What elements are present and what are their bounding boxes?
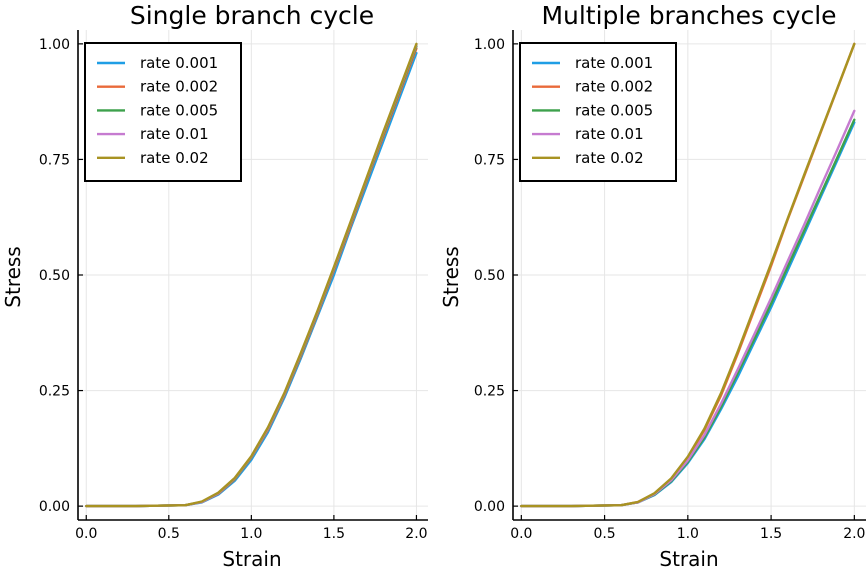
x-tick-label: 1.5 bbox=[323, 526, 345, 542]
x-tick-label: 0.5 bbox=[593, 526, 615, 542]
panel-multiple-branches: Multiple branches cycle Strain Stress 0.… bbox=[439, 1, 866, 571]
x-tick-label: 1.0 bbox=[240, 526, 262, 542]
x-tick-label: 0.5 bbox=[158, 526, 180, 542]
legend-label: rate 0.001 bbox=[140, 54, 218, 72]
y-tick-label: 0.00 bbox=[474, 499, 505, 515]
x-tick-label: 1.0 bbox=[677, 526, 699, 542]
y-tick-label: 0.25 bbox=[474, 384, 505, 400]
chart-title: Multiple branches cycle bbox=[541, 1, 836, 30]
legend-label: rate 0.01 bbox=[575, 125, 644, 143]
y-tick-label: 0.25 bbox=[39, 384, 70, 400]
panel-single-branch: Single branch cycle Strain Stress 0.0 0.5… bbox=[1, 1, 428, 571]
y-tick-label: 1.00 bbox=[39, 37, 70, 53]
x-axis-label: Strain bbox=[659, 547, 718, 571]
y-tick-label: 0.50 bbox=[39, 268, 70, 284]
legend-label: rate 0.005 bbox=[575, 101, 653, 119]
legend-label: rate 0.002 bbox=[140, 78, 218, 96]
y-tick-label: 0.00 bbox=[39, 499, 70, 515]
axes: 0.0 0.5 1.0 1.5 2.0 0.00 0.25 0.50 0.75 1.00 bbox=[39, 30, 428, 542]
legend: rate 0.001 rate 0.002 rate 0.005 rate 0.01 r… bbox=[519, 42, 677, 182]
x-tick-label: 2.0 bbox=[405, 526, 427, 542]
legend-label: rate 0.01 bbox=[140, 125, 209, 143]
x-axis-label: Strain bbox=[222, 547, 281, 571]
y-tick-label: 1.00 bbox=[474, 37, 505, 53]
legend-label: rate 0.02 bbox=[575, 149, 644, 167]
y-tick-label: 0.50 bbox=[474, 268, 505, 284]
legend-label: rate 0.001 bbox=[575, 54, 653, 72]
chart-title: Single branch cycle bbox=[130, 1, 374, 30]
y-axis-label: Stress bbox=[1, 246, 25, 307]
legend: rate 0.001 rate 0.002 rate 0.005 rate 0.01 r… bbox=[84, 42, 242, 182]
series-group bbox=[85, 42, 418, 508]
legend-label: rate 0.002 bbox=[575, 78, 653, 96]
series-group bbox=[520, 42, 856, 508]
legend-label: rate 0.02 bbox=[140, 149, 209, 167]
x-tick-label: 1.5 bbox=[760, 526, 782, 542]
series-line-4 bbox=[520, 42, 856, 508]
x-tick-label: 0.0 bbox=[510, 526, 532, 542]
y-axis-label: Stress bbox=[439, 246, 463, 307]
legend-label: rate 0.005 bbox=[140, 101, 218, 119]
y-tick-label: 0.75 bbox=[39, 152, 70, 168]
series-line-4 bbox=[85, 42, 418, 508]
x-tick-label: 0.0 bbox=[75, 526, 97, 542]
y-tick-label: 0.75 bbox=[474, 152, 505, 168]
x-tick-label: 2.0 bbox=[843, 526, 865, 542]
axes: 0.0 0.5 1.0 1.5 2.0 0.00 0.25 0.50 0.75 1.00 bbox=[474, 30, 866, 542]
